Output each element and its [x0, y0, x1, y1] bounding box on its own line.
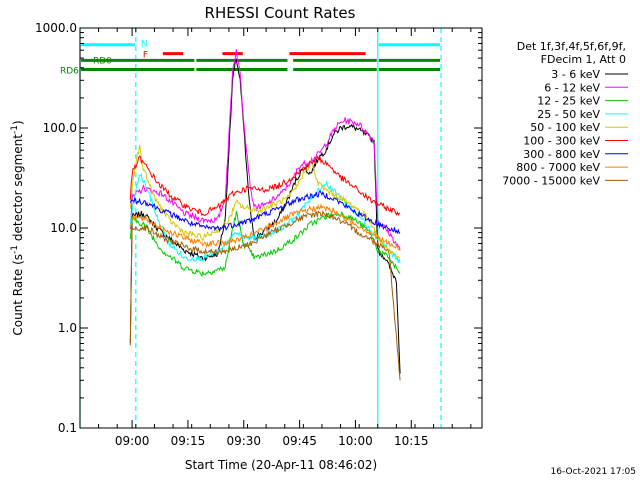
- series-line-5: [129, 155, 401, 217]
- bar-label-N: N: [141, 40, 148, 50]
- legend-label-7: 800 - 7000 keV: [516, 161, 600, 174]
- chart-title: RHESSI Count Rates: [205, 4, 356, 22]
- x-tick-label-4: 10:00: [338, 434, 373, 448]
- series-line-6: [129, 190, 401, 235]
- y-tick-label-0: 0.1: [58, 421, 77, 435]
- y-tick-label-3: 100.0: [43, 121, 77, 135]
- series-line-4: [129, 144, 401, 259]
- x-tick-label-5: 10:15: [394, 434, 429, 448]
- footer-date: 16-Oct-2021 17:05: [551, 467, 636, 477]
- x-tick-label-2: 09:30: [226, 434, 261, 448]
- x-tick-label-1: 09:15: [171, 434, 206, 448]
- series-line-8: [129, 209, 401, 381]
- x-axis-label: Start Time (20-Apr-11 08:46:02): [185, 458, 377, 472]
- bar-label-RD0: RD0: [93, 56, 112, 66]
- legend: Det 1f,3f,4f,5f,6f,9f,FDecim 1, Att 0 3 -…: [502, 40, 628, 187]
- series-group: [129, 49, 401, 381]
- legend-label-6: 300 - 800 keV: [523, 148, 600, 161]
- legend-label-5: 100 - 300 keV: [523, 135, 600, 148]
- x-tick-label-3: 09:45: [282, 434, 317, 448]
- bar-label-F: F: [143, 51, 148, 61]
- bar-label-RD6: RD6: [60, 66, 79, 76]
- legend-header-0: Det 1f,3f,4f,5f,6f,9f,: [517, 40, 626, 53]
- legend-label-2: 12 - 25 keV: [537, 95, 600, 108]
- state-bars: NF RD0 RD6: [60, 40, 441, 76]
- series-line-2: [129, 211, 401, 278]
- y-axis-label: Count Rate (s-1 detector segment-1): [10, 120, 25, 335]
- x-tick-label-0: 09:00: [115, 434, 150, 448]
- y-axis: 0.1 1.0 10.0 100.0 1000.0: [35, 21, 482, 435]
- y-tick-label-2: 10.0: [50, 221, 77, 235]
- y-tick-label-1: 1.0: [58, 321, 77, 335]
- legend-label-3: 25 - 50 keV: [537, 108, 600, 121]
- legend-label-0: 3 - 6 keV: [551, 68, 600, 81]
- legend-header-1: FDecim 1, Att 0: [541, 53, 626, 66]
- legend-label-8: 7000 - 15000 keV: [502, 174, 600, 187]
- series-line-1: [129, 49, 401, 251]
- legend-label-1: 6 - 12 keV: [544, 81, 600, 94]
- x-axis: 09:00 09:15 09:30 09:45 10:00 10:15: [79, 28, 472, 448]
- series-line-3: [129, 173, 401, 264]
- y-tick-label-4: 1000.0: [35, 21, 77, 35]
- legend-label-4: 50 - 100 keV: [530, 121, 600, 134]
- series-line-7: [129, 203, 401, 251]
